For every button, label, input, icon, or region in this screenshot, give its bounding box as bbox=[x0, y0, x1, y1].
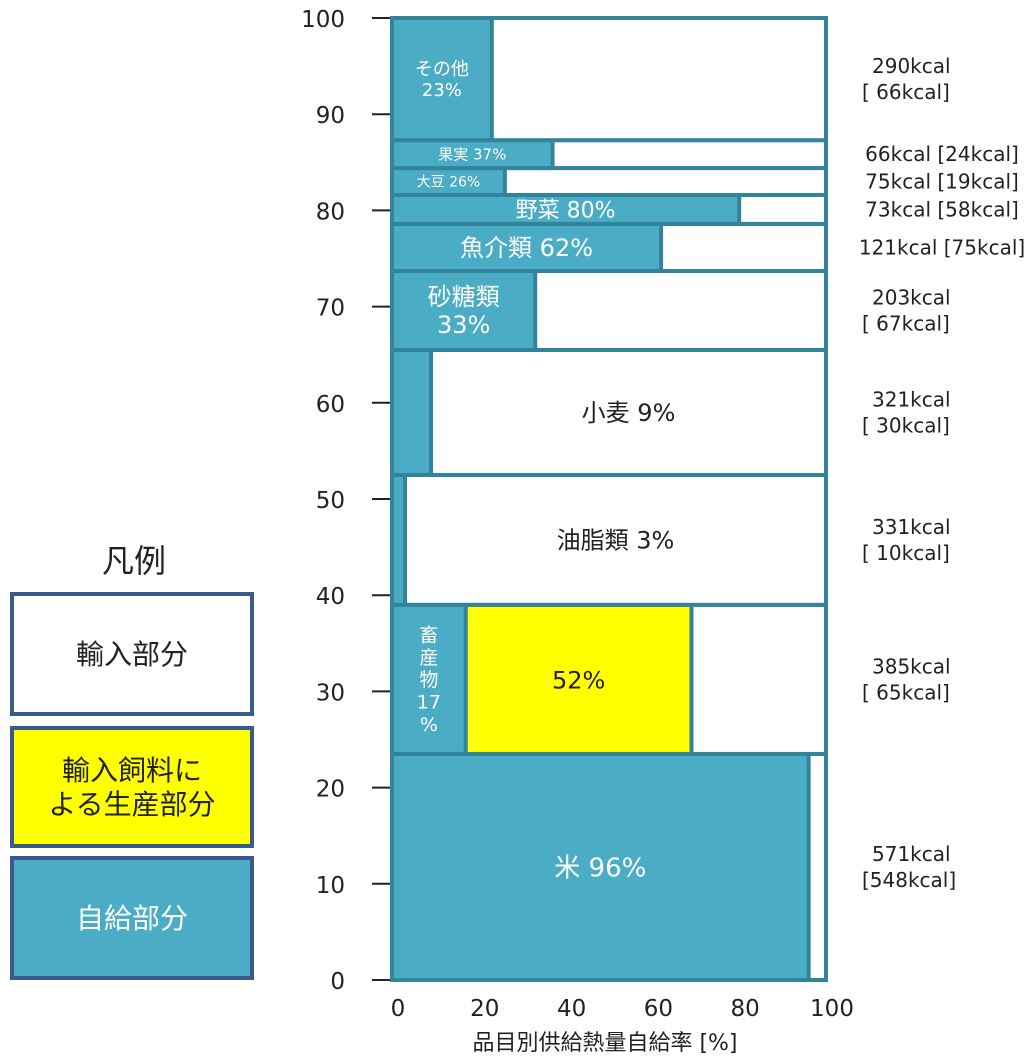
self-segment bbox=[390, 269, 538, 352]
kcal-label: 203kcal bbox=[872, 285, 951, 309]
kcal-label: [ 10kcal] bbox=[862, 541, 950, 565]
y-tick-label: 30 bbox=[316, 680, 345, 706]
self-segment bbox=[390, 16, 494, 143]
y-tick-label: 100 bbox=[301, 7, 345, 33]
kcal-label: 385kcal bbox=[872, 654, 951, 678]
feed-segment bbox=[463, 602, 694, 756]
bar-label: 野菜 80% bbox=[516, 198, 616, 223]
bar-group: 米 96% bbox=[390, 751, 828, 982]
y-tick-label: 70 bbox=[316, 296, 345, 322]
x-tick-label: 0 bbox=[391, 996, 406, 1022]
bar-group: 野菜 80% bbox=[390, 193, 828, 226]
self-segment bbox=[390, 221, 664, 274]
kcal-labels: 571kcal[548kcal]385kcal[ 65kcal]331kcal[… bbox=[859, 54, 1025, 892]
x-axis-label: 品目別供給熱量自給率 [%] bbox=[472, 1031, 737, 1056]
legend-swatch bbox=[10, 592, 254, 716]
bar-label: 畜 bbox=[419, 624, 438, 646]
bar-group: 小麦 9% bbox=[390, 347, 828, 477]
bar-group: 大豆 26% bbox=[390, 166, 828, 198]
kcal-label: 571kcal bbox=[872, 842, 951, 866]
x-tick-label: 80 bbox=[731, 996, 760, 1022]
legend-label: 輸入飼料に bbox=[62, 754, 202, 787]
kcal-label: 321kcal bbox=[872, 387, 951, 411]
bar-label: 産 bbox=[419, 647, 438, 669]
import-segment bbox=[390, 472, 828, 607]
y-tick-label: 90 bbox=[316, 103, 345, 129]
bar-label: 17 bbox=[417, 692, 441, 714]
x-tick-label: 20 bbox=[470, 996, 499, 1022]
bar-label: 油脂類 3% bbox=[557, 527, 675, 555]
bar-label: 果実 37% bbox=[438, 146, 506, 164]
bar-label: % bbox=[420, 714, 438, 736]
self-segment bbox=[390, 347, 434, 477]
legend-swatch bbox=[10, 856, 254, 980]
self-segment bbox=[390, 602, 468, 756]
kcal-label: 66kcal [24kcal] bbox=[865, 142, 1019, 166]
kcal-label: 73kcal [58kcal] bbox=[865, 197, 1019, 221]
y-tick-label: 20 bbox=[316, 777, 345, 803]
y-tick-label: 60 bbox=[316, 392, 345, 418]
bar-label: 砂糖類 bbox=[428, 283, 500, 311]
bar-group: 果実 37% bbox=[390, 138, 828, 171]
bar-label: その他 bbox=[415, 59, 469, 80]
y-tick-label: 10 bbox=[316, 873, 345, 899]
kcal-label: [ 66kcal] bbox=[862, 80, 950, 104]
kcal-label: [ 30kcal] bbox=[862, 413, 950, 437]
kcal-label: 290kcal bbox=[872, 54, 951, 78]
x-tick-label: 100 bbox=[810, 996, 854, 1022]
kcal-label: 121kcal [75kcal] bbox=[859, 235, 1025, 259]
x-tick-label: 40 bbox=[557, 996, 586, 1022]
kcal-label: [ 67kcal] bbox=[862, 311, 950, 335]
y-tick-label: 0 bbox=[330, 969, 345, 995]
y-tick-label: 50 bbox=[316, 488, 345, 514]
feed-label: 52% bbox=[552, 666, 605, 694]
y-tick-label: 40 bbox=[316, 584, 345, 610]
kcal-label: [548kcal] bbox=[862, 868, 956, 892]
legend-label: よる生産部分 bbox=[48, 788, 215, 821]
bar-label: 大豆 26% bbox=[417, 175, 481, 191]
y-tick-label: 80 bbox=[316, 199, 345, 225]
legend-label: 自給部分 bbox=[76, 902, 188, 935]
legend-item: 輸入部分 bbox=[10, 592, 254, 716]
kcal-label: 331kcal bbox=[872, 515, 951, 539]
bar-label: 23% bbox=[422, 80, 462, 101]
self-segment bbox=[390, 166, 507, 198]
legend-label: 輸入部分 bbox=[76, 638, 188, 671]
self-segment bbox=[390, 472, 408, 607]
x-tick-label: 60 bbox=[644, 996, 673, 1022]
legend-item: 自給部分 bbox=[10, 856, 254, 980]
bar-label: 33% bbox=[437, 311, 490, 339]
bar-label: 小麦 9% bbox=[582, 399, 676, 427]
bar-label: 物 bbox=[419, 669, 438, 691]
bar-label: 魚介類 62% bbox=[460, 234, 593, 262]
kcal-label: [ 65kcal] bbox=[862, 680, 950, 704]
self-segment bbox=[390, 751, 811, 982]
bar-label: 米 96% bbox=[554, 853, 646, 883]
bar-group: 魚介類 62% bbox=[390, 221, 828, 274]
kcal-label: 75kcal [19kcal] bbox=[865, 170, 1019, 194]
legend-title: 凡例 bbox=[102, 542, 166, 580]
legend-swatch bbox=[10, 726, 254, 848]
bar-group: 油脂類 3% bbox=[390, 472, 828, 607]
